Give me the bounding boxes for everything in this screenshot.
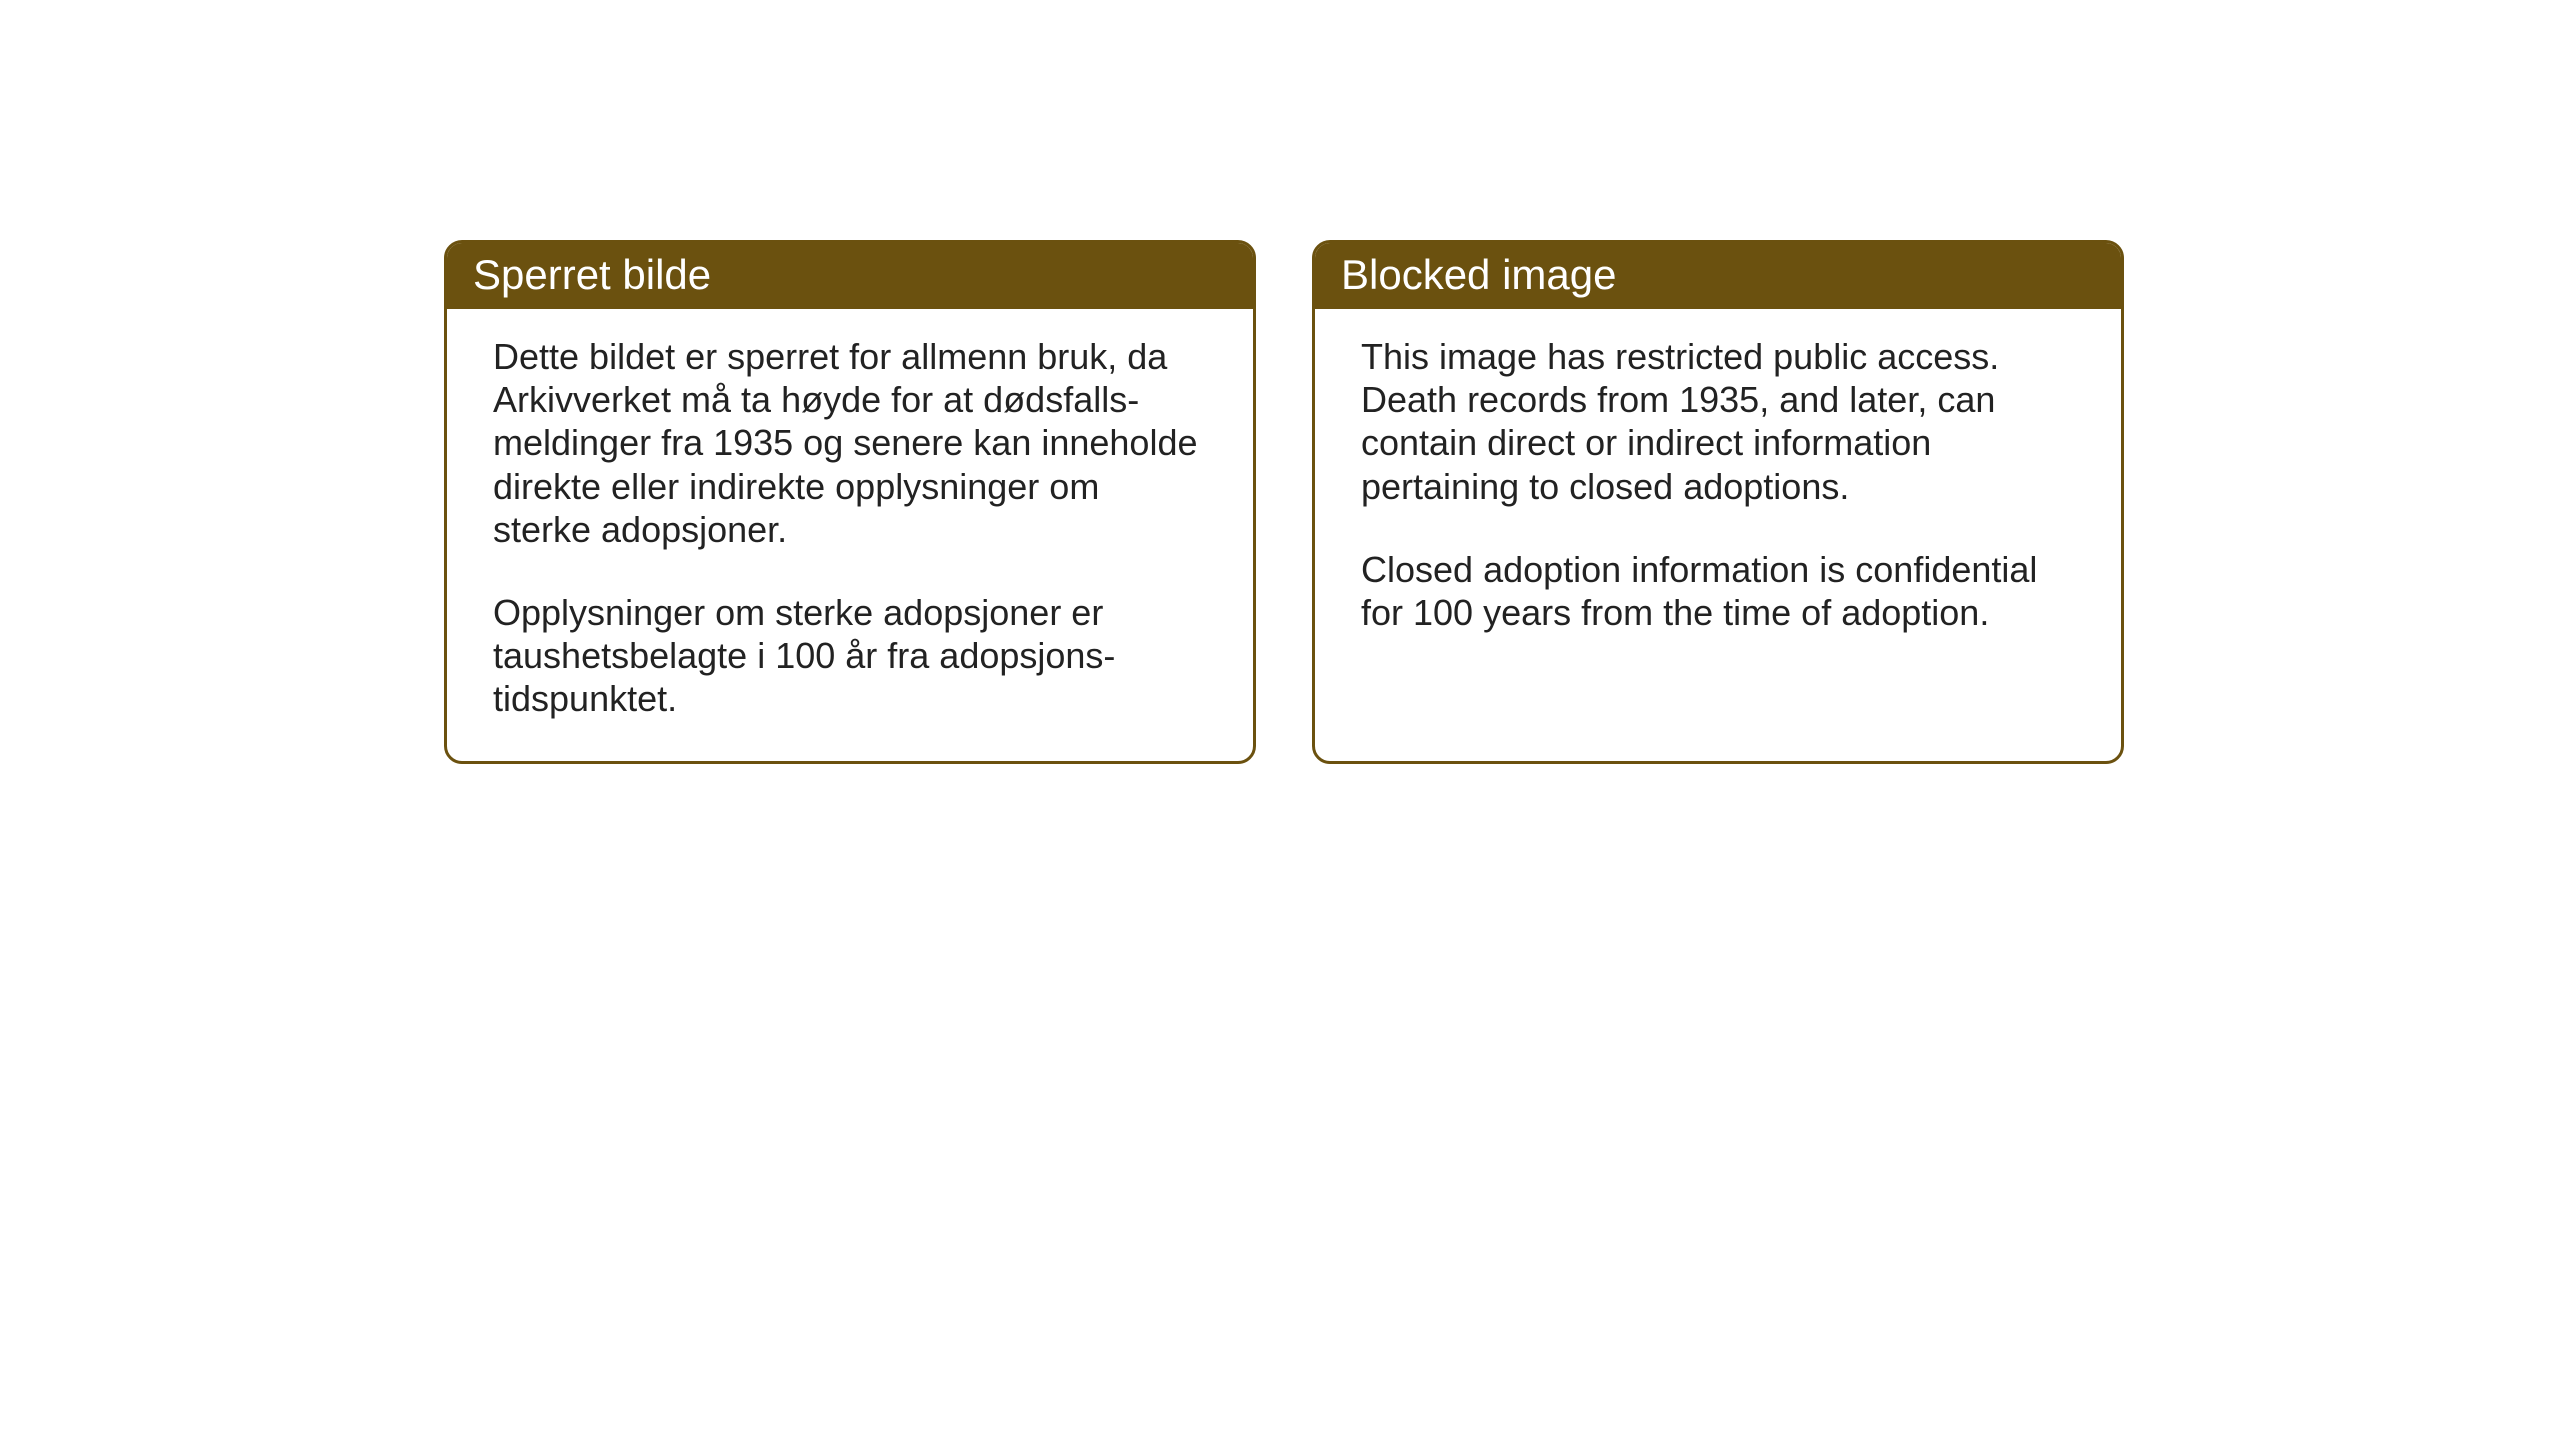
notice-paragraph-2-english: Closed adoption information is confident… xyxy=(1361,548,2075,634)
notice-box-norwegian: Sperret bilde Dette bildet er sperret fo… xyxy=(444,240,1256,764)
notice-title-english: Blocked image xyxy=(1315,243,2121,309)
notice-title-norwegian: Sperret bilde xyxy=(447,243,1253,309)
notice-paragraph-1-norwegian: Dette bildet er sperret for allmenn bruk… xyxy=(493,335,1207,551)
notice-box-english: Blocked image This image has restricted … xyxy=(1312,240,2124,764)
notice-body-norwegian: Dette bildet er sperret for allmenn bruk… xyxy=(447,309,1253,761)
notice-paragraph-1-english: This image has restricted public access.… xyxy=(1361,335,2075,508)
notice-body-english: This image has restricted public access.… xyxy=(1315,309,2121,674)
notice-paragraph-2-norwegian: Opplysninger om sterke adopsjoner er tau… xyxy=(493,591,1207,721)
notice-container: Sperret bilde Dette bildet er sperret fo… xyxy=(444,240,2124,764)
